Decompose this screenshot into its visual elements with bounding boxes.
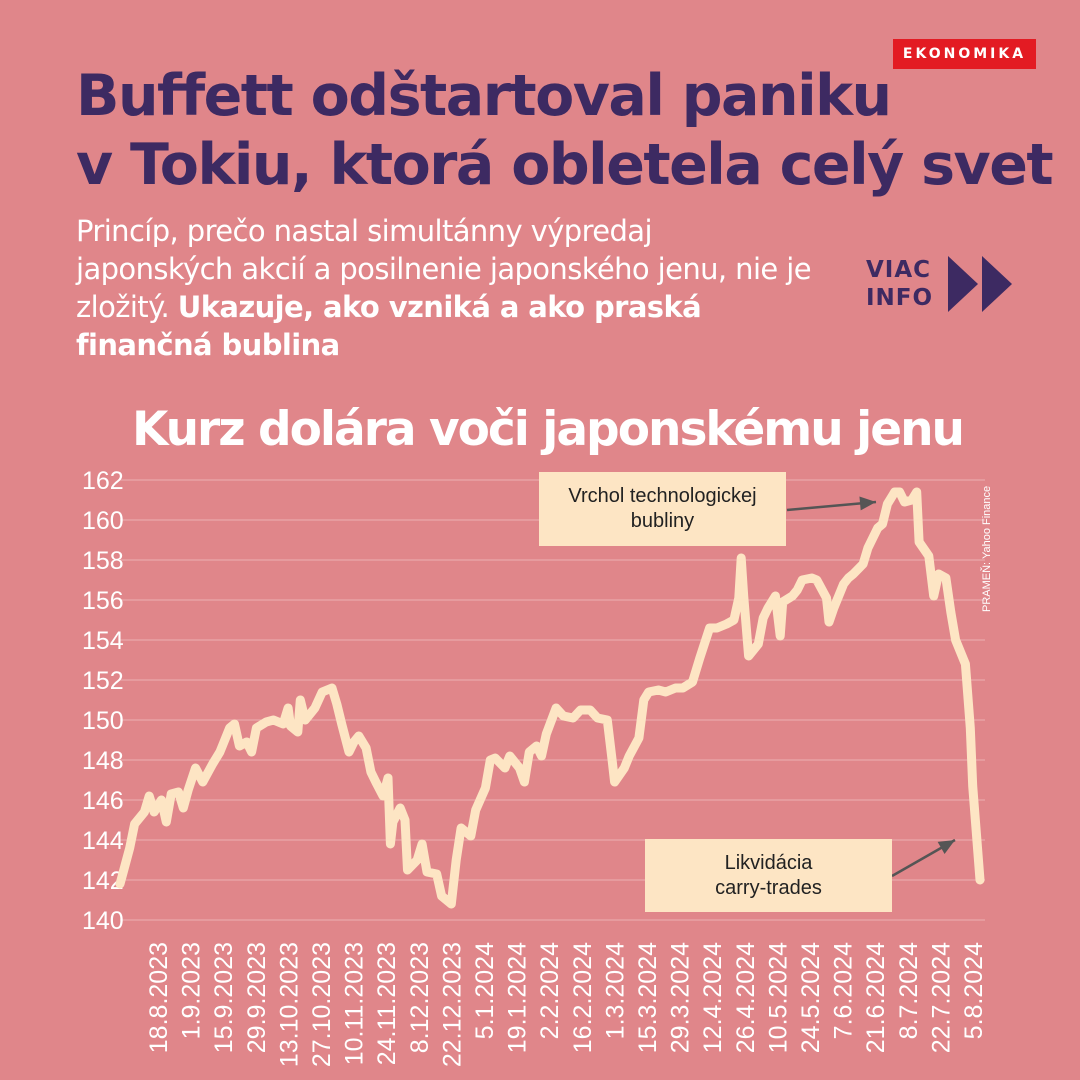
callout-tech-bubble-peak: Vrchol technologickej bubliny bbox=[539, 472, 786, 546]
series-line bbox=[115, 487, 985, 909]
arrow-to-peak bbox=[786, 496, 877, 512]
more-info-line-1: VIAC bbox=[866, 257, 932, 283]
double-chevron-right-icon bbox=[948, 256, 1012, 312]
more-info-button[interactable]: VIAC INFO bbox=[866, 256, 1016, 316]
y-tick-label: 148 bbox=[82, 747, 124, 775]
x-tick-label: 7.6.2024 bbox=[830, 942, 858, 1039]
annotation-arrows bbox=[786, 496, 956, 878]
callout-tech-line-2: bubliny bbox=[630, 510, 695, 532]
headline-line-1: Buffett odštartoval paniku bbox=[76, 63, 892, 129]
section-badge[interactable]: EKONOMIKA bbox=[893, 39, 1036, 69]
callout-carry-line-2: carry-trades bbox=[715, 876, 822, 899]
y-tick-label: 154 bbox=[82, 627, 124, 655]
more-info-label: VIAC INFO bbox=[866, 256, 933, 312]
x-tick-label: 27.10.2023 bbox=[308, 942, 336, 1067]
x-tick-label: 2.2.2024 bbox=[536, 942, 564, 1039]
x-tick-label: 19.1.2024 bbox=[504, 942, 532, 1053]
x-tick-label: 22.12.2023 bbox=[438, 942, 466, 1067]
x-tick-label: 13.10.2023 bbox=[275, 942, 303, 1067]
x-tick-label: 8.12.2023 bbox=[406, 942, 434, 1053]
y-tick-label: 140 bbox=[82, 907, 124, 935]
x-tick-label: 22.7.2024 bbox=[927, 942, 955, 1053]
y-tick-label: 150 bbox=[82, 707, 124, 735]
x-tick-label: 12.4.2024 bbox=[699, 942, 727, 1053]
x-tick-label: 10.5.2024 bbox=[764, 942, 792, 1053]
x-tick-label: 1.3.2024 bbox=[601, 942, 629, 1039]
callout-carry-trade: Likvidácia carry-trades bbox=[645, 839, 892, 912]
y-tick-label: 158 bbox=[82, 547, 124, 575]
x-tick-label: 15.3.2024 bbox=[634, 942, 662, 1053]
x-tick-label: 5.8.2024 bbox=[960, 942, 988, 1039]
headline-line-2: v Tokiu, ktorá obletela celý svet bbox=[76, 132, 1054, 198]
x-tick-label: 29.3.2024 bbox=[667, 942, 695, 1053]
y-tick-label: 160 bbox=[82, 507, 124, 535]
x-tick-label: 18.8.2023 bbox=[145, 942, 173, 1053]
x-tick-label: 15.9.2023 bbox=[210, 942, 238, 1053]
x-tick-label: 21.6.2024 bbox=[862, 942, 890, 1053]
subtitle: Princíp, prečo nastal simultánny výpreda… bbox=[76, 212, 816, 364]
y-tick-label: 152 bbox=[82, 667, 124, 695]
y-tick-label: 146 bbox=[82, 787, 124, 815]
x-tick-label: 16.2.2024 bbox=[569, 942, 597, 1053]
subtitle-bold: Ukazuje, ako vzniká a ako praská finančn… bbox=[76, 290, 702, 362]
chart-series bbox=[115, 487, 985, 909]
x-tick-label: 10.11.2023 bbox=[341, 942, 369, 1065]
more-info-line-2: INFO bbox=[866, 285, 934, 311]
x-axis: 18.8.2023 1.9.2023 15.9.2023 29.9.2023 13.10… bbox=[145, 942, 988, 1067]
arrow-to-drop bbox=[891, 838, 956, 878]
y-tick-label: 156 bbox=[82, 587, 124, 615]
x-tick-label: 26.4.2024 bbox=[732, 942, 760, 1053]
x-tick-label: 8.7.2024 bbox=[895, 942, 923, 1039]
x-tick-label: 24.11.2023 bbox=[373, 942, 401, 1065]
chart-title: Kurz dolára voči japonskému jenu bbox=[132, 402, 965, 457]
y-tick-label: 162 bbox=[82, 467, 124, 495]
headline: Buffett odštartoval paniku v Tokiu, ktor… bbox=[76, 62, 1056, 200]
x-tick-label: 24.5.2024 bbox=[797, 942, 825, 1053]
x-tick-label: 5.1.2024 bbox=[471, 942, 499, 1039]
y-tick-label: 144 bbox=[82, 827, 124, 855]
subtitle-regular: Princíp, prečo nastal simultánny výpreda… bbox=[76, 214, 812, 324]
source-credit: PRAMEŇ: Yahoo Finance bbox=[981, 485, 993, 612]
callout-carry-line-1: Likvidácia bbox=[724, 851, 813, 874]
callout-tech-line-1: Vrchol technologickej bbox=[568, 485, 757, 507]
x-tick-label: 1.9.2023 bbox=[178, 942, 206, 1039]
x-tick-label: 29.9.2023 bbox=[243, 942, 271, 1053]
